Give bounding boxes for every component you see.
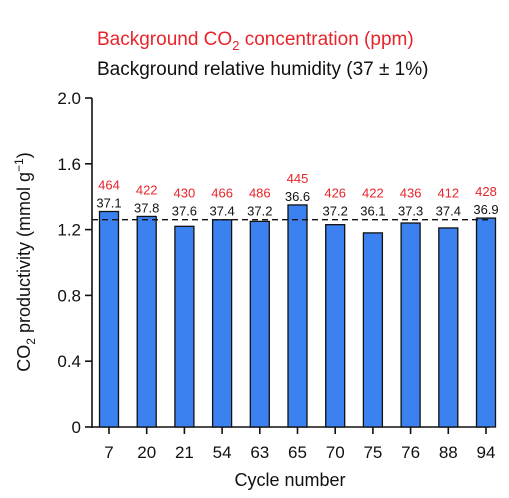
y-tick-label: 1.6 [57, 155, 81, 174]
x-tick-label: 94 [477, 443, 496, 462]
co2-data-label: 466 [211, 186, 233, 201]
legend-co2-label: Background CO2 concentration (ppm) [97, 29, 414, 53]
bar [362, 232, 384, 428]
x-tick-label: 21 [175, 443, 194, 462]
co2-data-label: 422 [362, 186, 384, 201]
humidity-data-label: 37.4 [209, 204, 234, 219]
humidity-data-label: 37.1 [96, 196, 121, 211]
humidity-data-label: 36.1 [360, 204, 385, 219]
humidity-data-label: 37.2 [247, 204, 272, 219]
y-tick-label: 0.4 [57, 352, 81, 371]
co2-data-label: 426 [324, 186, 346, 201]
bar [249, 220, 270, 428]
x-tick-label: 88 [439, 443, 458, 462]
co2-data-label: 422 [136, 182, 158, 197]
bar [287, 204, 308, 428]
humidity-data-label: 37.6 [172, 204, 197, 219]
humidity-data-label: 37.3 [398, 204, 423, 219]
co2-data-label: 445 [287, 171, 309, 186]
bar [400, 222, 421, 428]
bar [438, 227, 459, 428]
bar [136, 215, 157, 428]
humidity-data-label: 37.8 [134, 200, 159, 215]
co2-data-label: 464 [98, 178, 120, 193]
y-tick-label: 2.0 [57, 89, 81, 108]
humidity-data-label: 36.9 [473, 202, 498, 217]
co2-data-label: 412 [437, 186, 459, 201]
x-axis-label: Cycle number [234, 470, 345, 490]
y-axis-label: CO2 productivity (mmol g−1) [12, 152, 38, 371]
plot-area: 0 0.4 0.8 1.2 1.6 2.0 7 20 21 54 63 65 70 75 76 88 94 37.… [57, 89, 498, 462]
humidity-data-label: 36.6 [285, 189, 310, 204]
y-tick-label: 0.8 [57, 286, 81, 305]
humidity-data-label: 37.4 [436, 204, 461, 219]
x-tick-label: 70 [326, 443, 345, 462]
bar [98, 210, 120, 428]
legend-humidity-label: Background relative humidity (37 ± 1%) [97, 59, 428, 80]
humidity-data-label: 37.2 [323, 204, 348, 219]
co2-data-label: 428 [475, 184, 497, 199]
y-tick-label: 0 [72, 418, 81, 437]
x-tick-label: 75 [363, 443, 382, 462]
co2-data-label: 436 [400, 186, 422, 201]
x-tick-label: 7 [104, 443, 113, 462]
x-tick-label: 63 [250, 443, 269, 462]
x-tick-label: 20 [137, 443, 156, 462]
bar [475, 217, 497, 428]
x-tick-label: 76 [401, 443, 420, 462]
co2-data-label: 430 [174, 186, 196, 201]
x-tick-label: 65 [288, 443, 307, 462]
x-tick-label: 54 [213, 443, 232, 462]
bar [211, 219, 233, 428]
bar [174, 225, 195, 428]
co2-data-label: 486 [249, 186, 271, 201]
bar [325, 224, 346, 428]
y-tick-label: 1.2 [57, 221, 81, 240]
